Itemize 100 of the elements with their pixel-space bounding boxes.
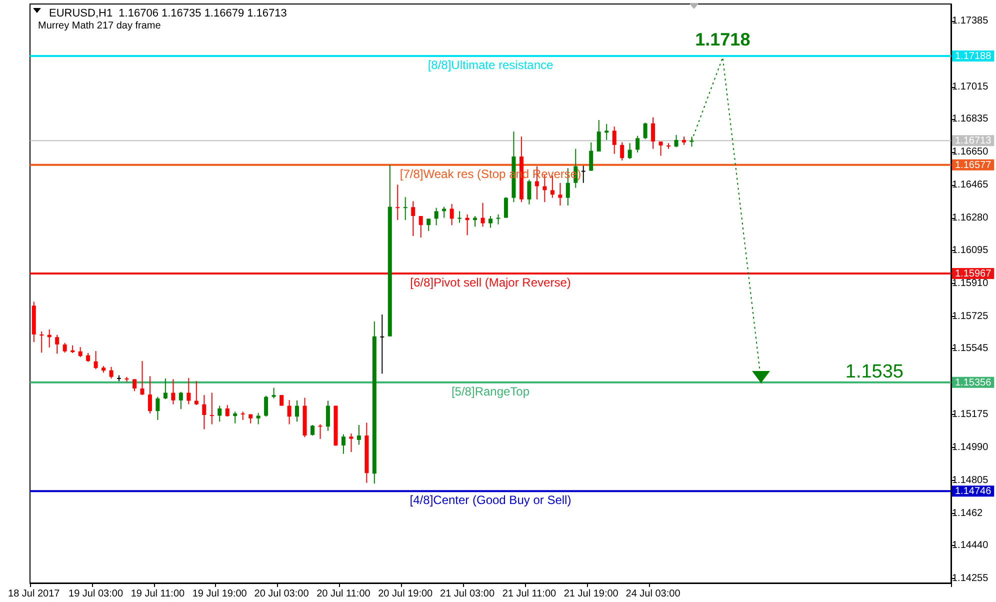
candlestick	[163, 378, 168, 400]
candlestick	[480, 202, 485, 228]
y-tick-label: 1.14990	[952, 442, 989, 454]
candlestick	[558, 182, 562, 206]
ref-line-label: [4/8]Center (Good Buy or Sell)	[410, 493, 572, 508]
candlestick	[356, 424, 361, 446]
candlestick	[604, 123, 609, 140]
candlestick	[589, 142, 594, 172]
y-tick-label: 1.16280	[952, 212, 989, 224]
candlestick	[109, 366, 114, 379]
candlestick	[140, 360, 144, 396]
y-tick-label: 1.16650	[952, 146, 989, 158]
candlestick	[78, 346, 82, 358]
text: Murrey Math 217 day frame	[38, 20, 162, 32]
candlestick	[581, 165, 586, 184]
candlestick	[171, 378, 176, 405]
candlestick	[496, 214, 500, 225]
candlestick	[504, 196, 508, 218]
y-tick-label: 1.15356	[955, 377, 992, 388]
y-tick-label: 1.17015	[952, 81, 989, 92]
ref-line-label: [6/8]Pivot sell (Major Reverse)	[410, 276, 571, 290]
candlestick	[40, 330, 44, 354]
y-tick-label: 1.14746	[955, 486, 992, 498]
x-tick-label: 19 Jul 11:00	[130, 588, 186, 600]
candlestick	[620, 142, 624, 161]
candlestick	[194, 380, 198, 406]
candlestick	[55, 334, 60, 354]
y-tick-label: 1.16465	[952, 179, 989, 190]
candlestick	[488, 216, 492, 228]
y-tick-label: 1.16835	[952, 113, 989, 124]
candlestick	[318, 424, 322, 440]
annotation: 1.1535	[845, 361, 904, 382]
candlestick	[225, 404, 230, 418]
y-tick-label: 1.1462	[952, 508, 984, 520]
candlestick	[442, 206, 446, 218]
y-tick-label: 1.16577	[955, 160, 992, 171]
x-tick-label: 20 Jul 03:00	[254, 588, 310, 600]
candlestick	[272, 387, 276, 399]
candlestick	[612, 126, 616, 154]
candlestick	[178, 391, 183, 410]
candlestick	[596, 119, 601, 152]
x-tick-label: 24 Jul 03:00	[626, 588, 681, 600]
candlestick	[156, 396, 160, 420]
chart-title: EURUSD,H1 1.16706 1.16735 1.16679 1.16713	[49, 8, 287, 20]
y-tick-label: 1.17188	[955, 51, 992, 62]
y-tick-label: 1.16713	[955, 136, 992, 147]
x-tick-label: 18 Jul 2017	[8, 588, 60, 600]
candlestick	[411, 200, 416, 236]
candlestick	[643, 122, 648, 140]
candlestick	[233, 411, 238, 424]
candlestick	[458, 210, 462, 224]
candlestick	[527, 179, 532, 205]
y-tick-label: 1.15910	[952, 278, 989, 290]
y-tick-label: 1.14440	[952, 540, 989, 552]
ref-line-label: [8/8]Ultimate resistance	[428, 58, 554, 72]
candlestick	[426, 218, 431, 232]
candlestick	[341, 434, 346, 454]
candlestick	[403, 196, 408, 221]
x-tick-label: 20 Jul 11:00	[316, 588, 371, 600]
candlestick	[674, 134, 678, 148]
candlestick	[287, 400, 292, 425]
y-tick-label: 1.16095	[952, 245, 989, 256]
y-tick-label: 1.15967	[955, 268, 992, 280]
y-tick-label: 1.17385	[952, 15, 989, 26]
candlestick	[295, 400, 300, 422]
candlestick	[396, 184, 400, 221]
candlestick	[310, 424, 314, 436]
x-tick-label: 19 Jul 19:00	[192, 588, 248, 600]
candlestick	[202, 394, 206, 430]
candlestick	[148, 376, 152, 414]
y-tick-label: 1.14805	[952, 475, 989, 486]
x-tick-label: 19 Jul 03:00	[68, 588, 124, 600]
candlestick	[450, 203, 454, 226]
candlestick	[326, 400, 330, 432]
candlestick	[256, 412, 260, 425]
candlestick	[658, 141, 663, 156]
ref-line-label: [5/8]RangeTop	[451, 384, 530, 398]
candlestick	[264, 395, 268, 418]
candlestick	[218, 405, 222, 422]
y-tick-label: 1.15725	[952, 311, 989, 322]
candlestick	[651, 116, 656, 150]
y-tick-label: 1.15545	[952, 343, 989, 354]
candlestick	[434, 207, 438, 226]
data-label: 1.1718	[695, 29, 750, 50]
x-tick-label: 21 Jul 19:00	[564, 588, 619, 600]
x-tick-label: 21 Jul 11:00	[502, 588, 557, 600]
candlestick	[132, 378, 136, 392]
candlestick	[210, 392, 214, 425]
candlestick	[240, 411, 245, 420]
candlestick	[380, 314, 384, 374]
candlestick	[94, 350, 98, 370]
x-tick-label: 20 Jul 19:00	[378, 588, 434, 600]
candlestick	[628, 142, 632, 160]
candlestick	[186, 377, 191, 405]
y-tick-label: 1.15175	[952, 409, 989, 420]
candlestick	[418, 216, 423, 238]
candlestick	[62, 342, 67, 354]
x-tick-label: 21 Jul 03:00	[440, 588, 495, 600]
candlestick	[636, 135, 640, 153]
candlestick	[349, 433, 354, 453]
